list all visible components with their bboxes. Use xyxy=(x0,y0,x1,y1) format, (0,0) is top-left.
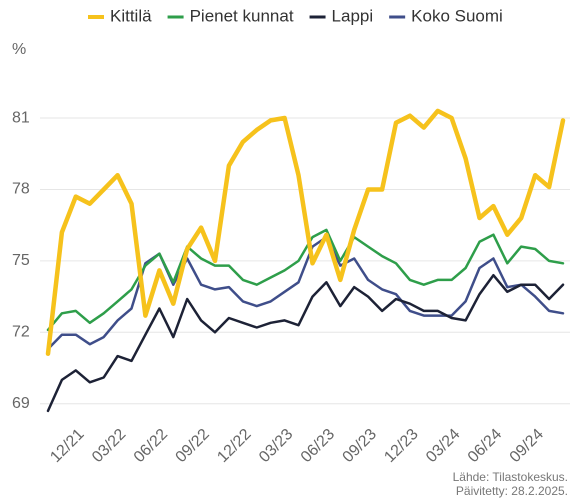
x-tick-label: 09/22 xyxy=(173,426,213,466)
y-tick-label: 78 xyxy=(12,181,30,198)
series-line xyxy=(46,273,565,413)
x-tick-label: 06/24 xyxy=(465,426,505,466)
x-tick-label: 09/23 xyxy=(340,426,380,466)
y-tick-label: 69 xyxy=(12,395,30,412)
x-tick-label: 06/23 xyxy=(298,426,338,466)
x-tick-label: 12/23 xyxy=(381,426,421,466)
y-tick-label: 81 xyxy=(12,109,30,126)
x-tick-label: 03/24 xyxy=(423,426,463,466)
legend-label: Koko Suomi xyxy=(411,6,503,25)
source-note: Lähde: Tilastokeskus. xyxy=(453,470,568,484)
x-tick-label: 03/22 xyxy=(89,426,129,466)
source-note: Päivitetty: 28.2.2025. xyxy=(456,484,568,498)
x-tick-label: 06/22 xyxy=(131,426,171,466)
legend-label: Kittilä xyxy=(110,6,152,25)
x-tick-label: 12/22 xyxy=(214,426,254,466)
legend-label: Lappi xyxy=(332,6,374,25)
legend-label: Pienet kunnat xyxy=(190,6,294,25)
y-axis-label: % xyxy=(12,41,26,58)
y-tick-label: 75 xyxy=(12,252,30,269)
x-tick-label: 12/21 xyxy=(47,426,87,466)
x-tick-label: 09/24 xyxy=(507,426,547,466)
series-line xyxy=(46,228,565,332)
y-tick-label: 72 xyxy=(12,324,30,341)
x-tick-label: 03/23 xyxy=(256,426,296,466)
series-line xyxy=(45,108,566,356)
series-line xyxy=(46,235,565,351)
